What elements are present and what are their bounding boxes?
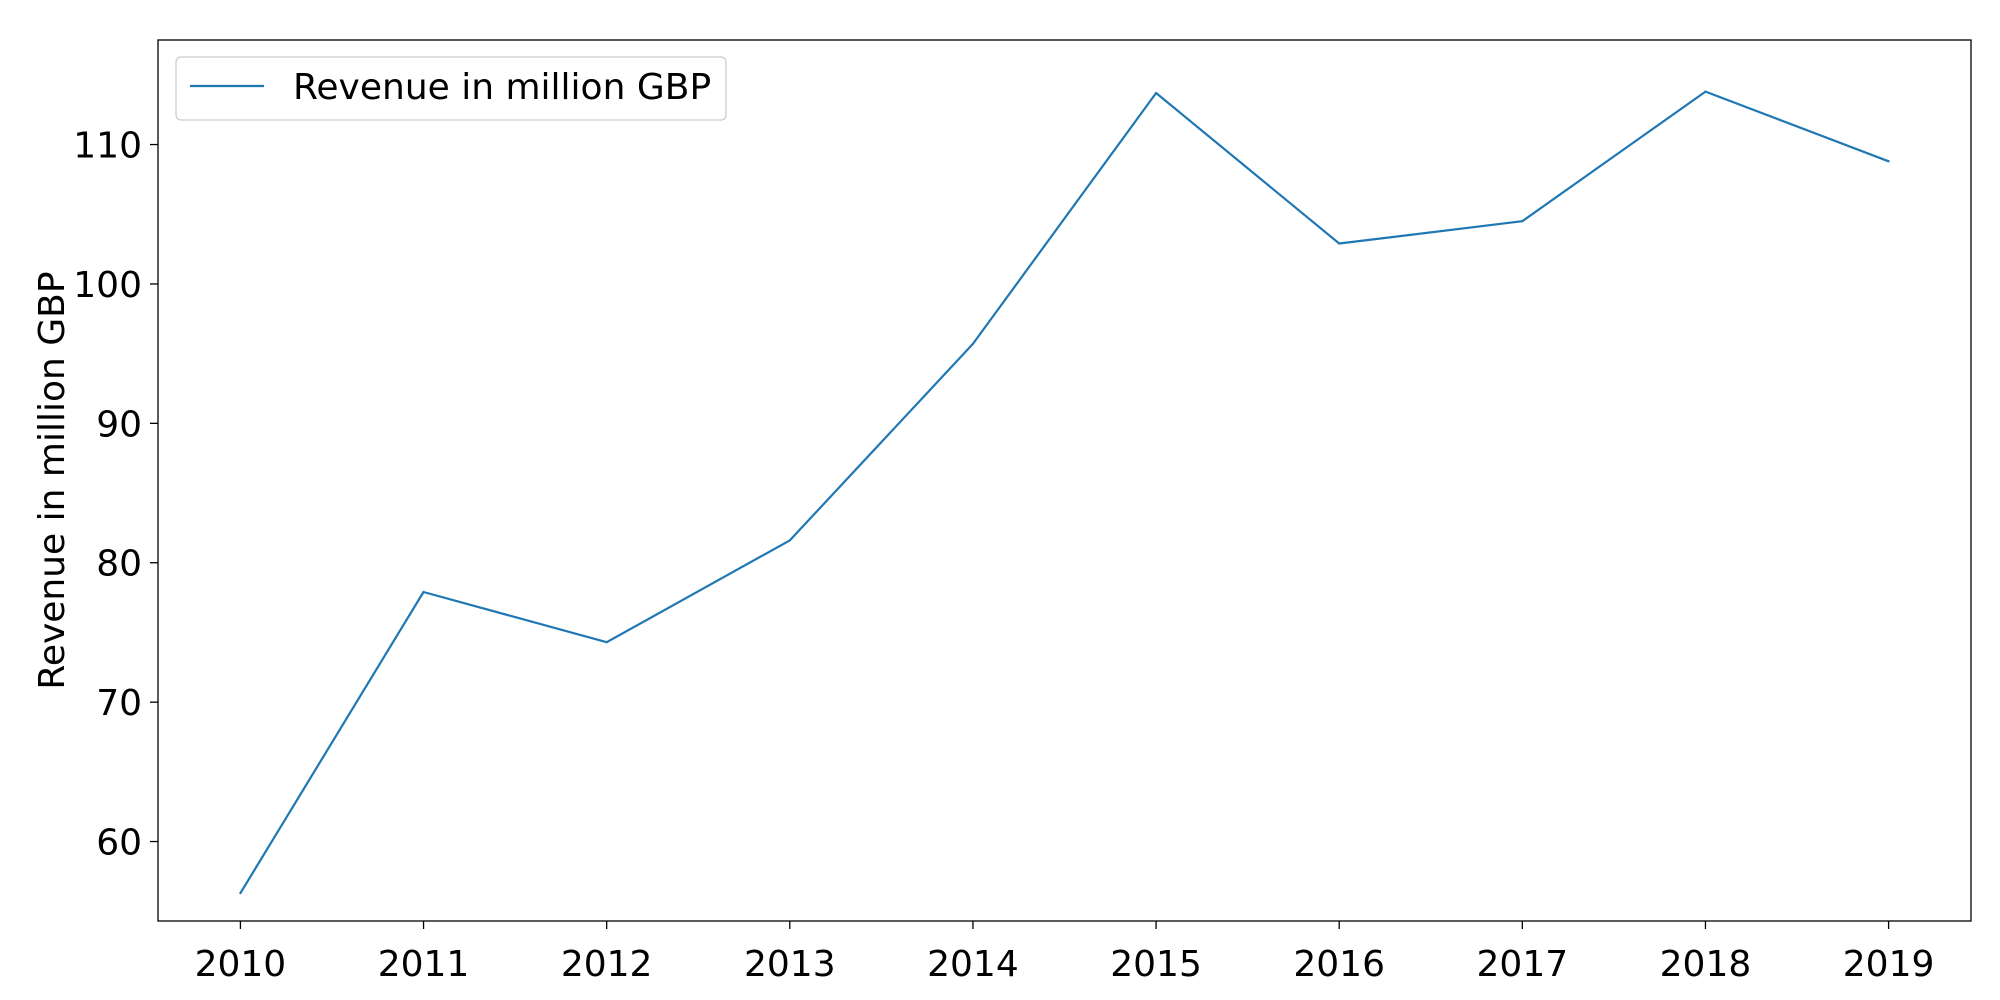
y-axis-ticks: 60 70 80 90 100 110: [73, 126, 158, 864]
legend: Revenue in million GBP: [175, 56, 727, 121]
y-axis-label: Revenue in million GBP: [32, 271, 73, 689]
x-tick-label: 2010: [195, 944, 287, 985]
x-tick-label: 2016: [1293, 944, 1385, 985]
x-tick-label: 2014: [927, 944, 1019, 985]
y-tick-label: 60: [96, 823, 142, 864]
series-line-revenue: [239, 90, 1889, 894]
x-tick-label: 2017: [1477, 944, 1569, 985]
y-tick-label: 110: [73, 126, 142, 167]
x-tick-label: 2011: [378, 944, 470, 985]
y-tick-label: 80: [96, 544, 142, 585]
x-tick-label: 2012: [561, 944, 653, 985]
x-tick-label: 2015: [1110, 944, 1202, 985]
plot-frame: [157, 39, 1972, 922]
x-tick-label: 2018: [1660, 944, 1752, 985]
x-tick-label: 2019: [1843, 944, 1935, 985]
legend-box: [175, 56, 727, 121]
x-tick-label: 2013: [744, 944, 836, 985]
y-tick-label: 100: [73, 265, 142, 306]
y-tick-label: 70: [96, 683, 142, 724]
x-axis-ticks: 2010 2011 2012 2013 2014 2015 2016 2017 2018 2019: [195, 921, 1935, 985]
y-tick-label: 90: [96, 404, 142, 445]
legend-label: Revenue in million GBP: [293, 67, 711, 108]
